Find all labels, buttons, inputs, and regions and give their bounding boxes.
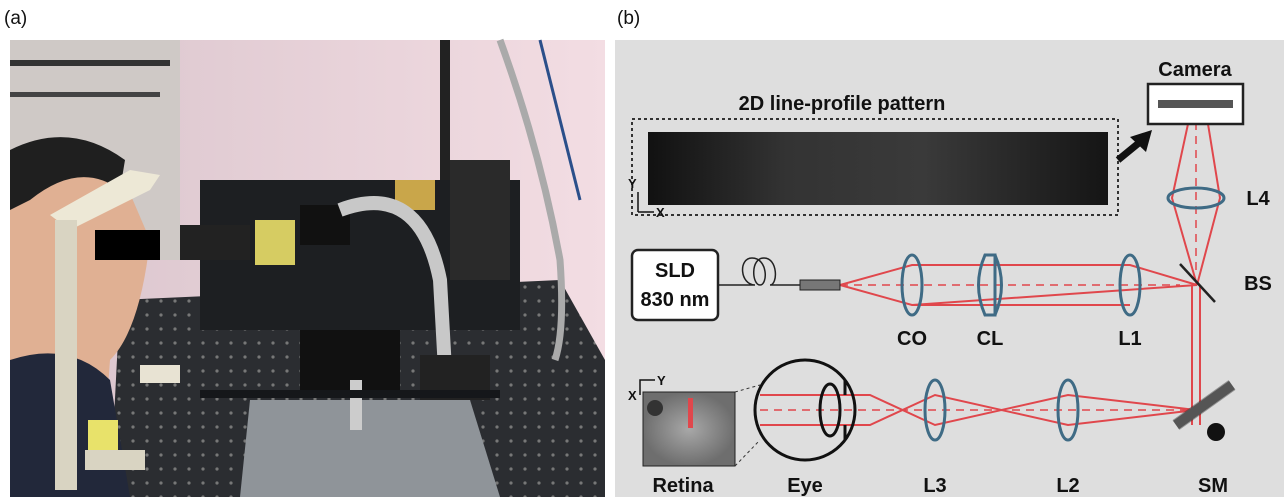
component-label: L2 xyxy=(1056,475,1079,497)
component-label: 830 nm xyxy=(641,289,710,311)
axis-label: Y xyxy=(657,373,666,388)
component-label: SLD xyxy=(655,260,695,282)
pattern-image xyxy=(648,132,1108,205)
component-label: Camera xyxy=(1158,59,1232,81)
component-label: CO xyxy=(897,328,927,350)
optic-disc xyxy=(647,400,663,416)
axis-label: X xyxy=(628,388,637,403)
scan-line xyxy=(688,398,693,428)
axis-label: Y xyxy=(628,176,637,191)
panel-label: (b) xyxy=(617,8,640,29)
panel-label: (a) xyxy=(4,8,27,29)
component-label: L3 xyxy=(923,475,946,497)
component-label: BS xyxy=(1244,273,1272,295)
figure: (a) (b) xyxy=(0,0,1284,497)
component-label: Eye xyxy=(787,475,823,497)
axis-label: X xyxy=(656,205,665,220)
pattern-title: 2D line-profile pattern xyxy=(739,93,946,115)
mirror-pivot xyxy=(1207,423,1225,441)
component-label: SM xyxy=(1198,475,1228,497)
photo xyxy=(10,40,605,497)
collimator xyxy=(800,280,840,290)
component-label: L1 xyxy=(1118,328,1141,350)
camera-sensor xyxy=(1158,100,1233,108)
component-label: Retina xyxy=(652,475,714,497)
component-label: CL xyxy=(977,328,1004,350)
component-label: L4 xyxy=(1246,188,1270,210)
